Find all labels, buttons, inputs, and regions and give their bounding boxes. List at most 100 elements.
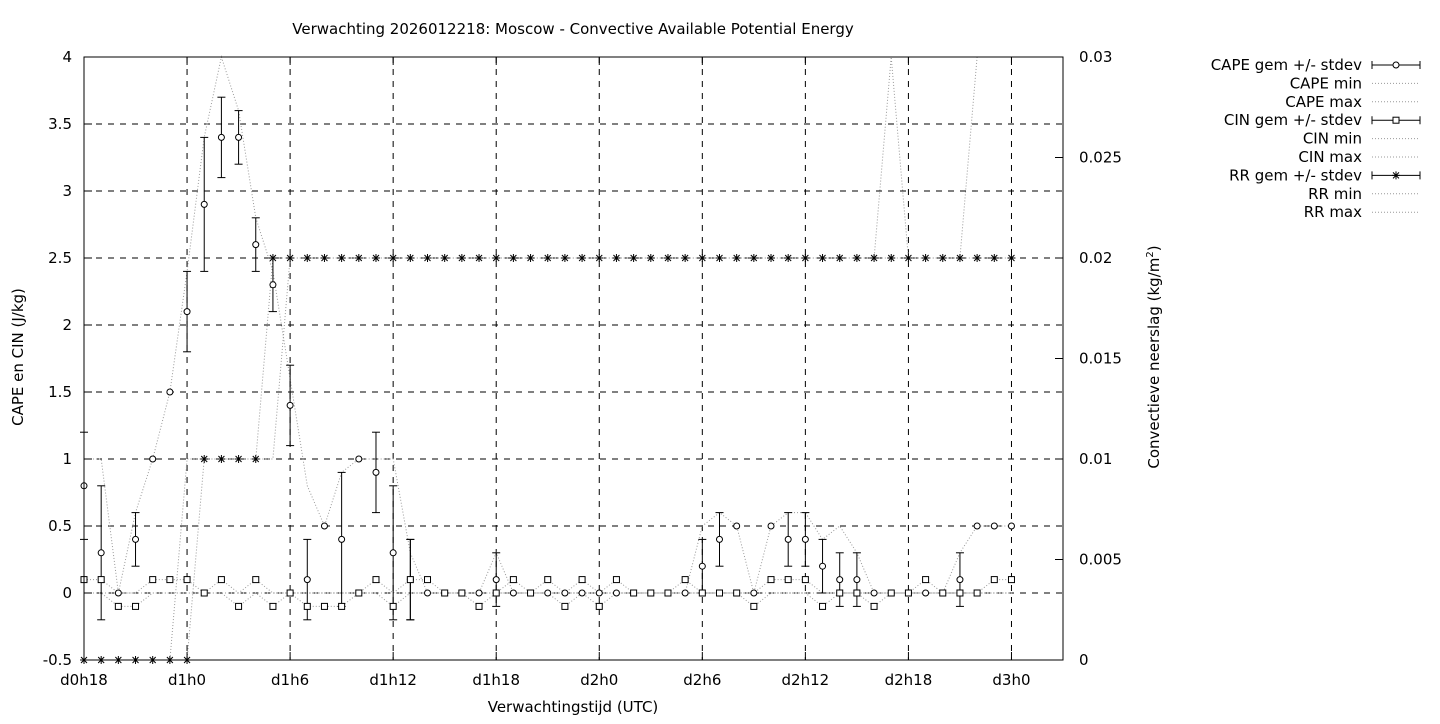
- y-tick-label: 1: [62, 450, 72, 468]
- cape-gem-stdev-point: [509, 589, 517, 597]
- cin-gem-stdev-point: [252, 576, 260, 584]
- cin-gem-stdev-point: [286, 589, 294, 597]
- rr-gem-stdev-point: [475, 254, 484, 262]
- cape-gem-stdev-point: [561, 589, 569, 597]
- rr-gem-stdev-point: [200, 455, 209, 463]
- cape-gem-stdev-point: [715, 535, 723, 543]
- rr-gem-stdev-point: [801, 254, 810, 262]
- rr-gem-stdev-point: [337, 254, 346, 262]
- rr-gem-stdev-point: [217, 455, 226, 463]
- rr-gem-stdev-point: [681, 254, 690, 262]
- cape-gem-stdev-point: [819, 562, 827, 570]
- cin-gem-stdev-point: [544, 576, 552, 584]
- x-tick-label: d0h18: [60, 671, 108, 689]
- cape-gem-stdev-point: [870, 589, 878, 597]
- rr-gem-stdev-point: [303, 254, 312, 262]
- cape-gem-stdev-point: [767, 522, 775, 530]
- rr-gem-stdev-point: [955, 254, 964, 262]
- rr-gem-stdev-point: [818, 254, 827, 262]
- legend-marker: [1392, 61, 1400, 69]
- cape-gem-stdev-point: [612, 589, 620, 597]
- rr-gem-stdev-point: [595, 254, 604, 262]
- cin-gem-stdev-point: [389, 602, 397, 610]
- rr-gem-stdev-point: [234, 455, 243, 463]
- rr-gem-stdev-point: [1007, 254, 1016, 262]
- cin-gem-stdev-point: [990, 576, 998, 584]
- plot-frame: [83, 56, 1064, 661]
- grid: [83, 57, 1063, 660]
- legend-label: CIN gem +/- stdev: [1224, 111, 1362, 129]
- cin-gem-stdev-point: [269, 602, 277, 610]
- y-tick-label: 3: [62, 182, 72, 200]
- cin-gem-stdev-point: [939, 589, 947, 597]
- cin-gem-stdev-point: [767, 576, 775, 584]
- cin-gem-stdev-point: [338, 602, 346, 610]
- rr-gem-stdev-point: [578, 254, 587, 262]
- legend-marker: [1392, 116, 1400, 124]
- y-tick-label: 0: [62, 584, 72, 602]
- legend-label: CAPE min: [1290, 74, 1362, 92]
- cape-gem-stdev-point: [922, 589, 930, 597]
- rr-gem-stdev-point: [646, 254, 655, 262]
- x-tick-label: d3h0: [992, 671, 1030, 689]
- cape-gem-stdev-point: [200, 200, 208, 208]
- cin-gem-stdev-point: [372, 576, 380, 584]
- y-tick-label: 2.5: [48, 249, 72, 267]
- cape-gem-stdev-point: [801, 535, 809, 543]
- legend-label: CIN max: [1298, 148, 1362, 166]
- cin-gem-stdev-point: [132, 602, 140, 610]
- y-tick-label: 4: [62, 48, 72, 66]
- cape-gem-stdev-point: [372, 468, 380, 476]
- cin-gem-stdev-point: [973, 589, 981, 597]
- cin-gem-stdev-point: [475, 602, 483, 610]
- rr-gem-stdev-point: [663, 254, 672, 262]
- cape-gem-stdev-point: [149, 455, 157, 463]
- cape-gem-stdev-point: [475, 589, 483, 597]
- cin-gem-stdev-point: [733, 589, 741, 597]
- cin-gem-stdev-point: [97, 576, 105, 584]
- rr-gem-stdev-point: [732, 254, 741, 262]
- x-tick-label: d1h12: [369, 671, 417, 689]
- cape-gem-stdev-point: [990, 522, 998, 530]
- y2-axis-label-superscript: 2: [1145, 251, 1156, 257]
- cin-gem-stdev-point: [578, 576, 586, 584]
- cape-gem-stdev-point: [681, 589, 689, 597]
- cape-gem-stdev-point: [183, 308, 191, 316]
- cape-gem-stdev-point: [269, 281, 277, 289]
- cape-gem-stdev-point: [303, 576, 311, 584]
- x-tick-label: d1h0: [168, 671, 206, 689]
- legend-label: RR max: [1304, 203, 1362, 221]
- rr-gem-stdev-point: [509, 254, 518, 262]
- rr-gem-stdev-point: [354, 254, 363, 262]
- cin-gem-stdev-point: [458, 589, 466, 597]
- cape-gem-stdev-point: [1007, 522, 1015, 530]
- cin-gem-stdev-point: [630, 589, 638, 597]
- x-tick-label: d1h6: [271, 671, 309, 689]
- axis-ticks: d0h18 d1h0 d1h6 d1h12 d1h18 d2h0 d2h6 d2h12 d2h1…: [43, 48, 1122, 689]
- legend-label: CIN min: [1303, 130, 1362, 148]
- cin-gem-stdev-point: [956, 589, 964, 597]
- legend-label: CAPE max: [1285, 93, 1362, 111]
- chart-title: Verwachting 2026012218: Moscow - Convect…: [292, 20, 854, 38]
- y2-tick-label: 0.005: [1079, 551, 1122, 569]
- cin-gem-stdev-point: [441, 589, 449, 597]
- cin-gem-stdev-point: [853, 589, 861, 597]
- cin-gem-stdev-point: [149, 576, 157, 584]
- cape-gem-stdev-point: [166, 388, 174, 396]
- cin-gem-stdev-point: [166, 576, 174, 584]
- cin-gem-stdev-point: [492, 589, 500, 597]
- cape-gem-stdev-point: [836, 576, 844, 584]
- y2-tick-label: 0.025: [1079, 149, 1122, 167]
- cape-gem-stdev-point: [595, 589, 603, 597]
- cin-gem-stdev-point: [836, 589, 844, 597]
- cin-gem-stdev-point: [681, 576, 689, 584]
- legend-label: RR min: [1308, 185, 1362, 203]
- cin-gem-stdev-point: [406, 576, 414, 584]
- cin-gem-stdev-point: [698, 589, 706, 597]
- cin-gem-stdev-point: [183, 576, 191, 584]
- cape-gem-stdev-point: [973, 522, 981, 530]
- series-lines: [84, 55, 1012, 661]
- cin-gem-stdev-point: [612, 576, 620, 584]
- cape-gem-stdev-point: [389, 549, 397, 557]
